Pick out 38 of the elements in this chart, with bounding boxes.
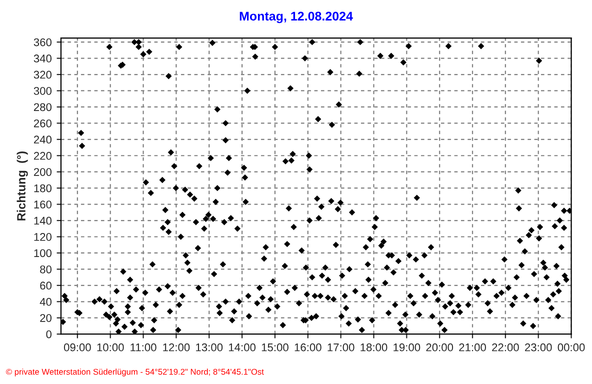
y-tick-label: 20 [40, 314, 52, 322]
y-tick-label: 240 [34, 136, 52, 144]
y-tick-label: 280 [34, 103, 52, 112]
y-tick-label: 360 [34, 38, 52, 46]
y-tick-label: 300 [34, 87, 52, 95]
y-tick-label: 0 [46, 330, 52, 338]
y-axis-title: Richtung (°) [16, 151, 28, 220]
x-tick-label: 18:00 [360, 343, 388, 352]
x-tick-label: 12:00 [163, 343, 190, 352]
y-tick-label: 180 [34, 184, 52, 192]
y-tick-label: 140 [34, 216, 52, 225]
y-tick-label: 320 [34, 70, 52, 79]
x-tick-label: 22:00 [492, 343, 519, 352]
y-tick-label: 100 [34, 249, 52, 258]
x-tick-label: 17:00 [328, 343, 354, 352]
y-tick-label: 160 [34, 200, 52, 208]
y-tick-label: 200 [34, 168, 52, 176]
y-tick-label: 120 [34, 233, 52, 241]
x-tick-label: 21:00 [459, 343, 486, 352]
y-tick-label: 340 [34, 54, 52, 62]
x-tick-label: 23:00 [525, 343, 552, 352]
x-tick-label: 20:00 [426, 343, 454, 352]
y-tick-label: 60 [40, 282, 52, 290]
y-tick-label: 80 [40, 265, 52, 274]
y-tick-label: 40 [40, 298, 52, 306]
y-tick-label: 220 [34, 152, 52, 160]
x-tick-label: 15:00 [262, 343, 288, 352]
y-tick-label: 260 [34, 119, 52, 128]
x-tick-label: 16:00 [294, 343, 322, 352]
x-tick-label: 09:00 [64, 343, 91, 352]
chart-title: Montag, 12.08.2024 [240, 12, 353, 24]
x-tick-label: 10:00 [97, 343, 124, 352]
x-tick-label: 11:00 [130, 343, 156, 352]
x-tick-label: 13:00 [196, 343, 223, 352]
x-tick-label: 19:00 [394, 343, 420, 352]
x-tick-label: 00:00 [558, 343, 585, 352]
x-tick-label: 14:00 [229, 343, 256, 352]
text: © private Wetterstation Süderlügum - 54°52'19.2" Nord; 8°54'45.1"Ost [6, 368, 264, 376]
